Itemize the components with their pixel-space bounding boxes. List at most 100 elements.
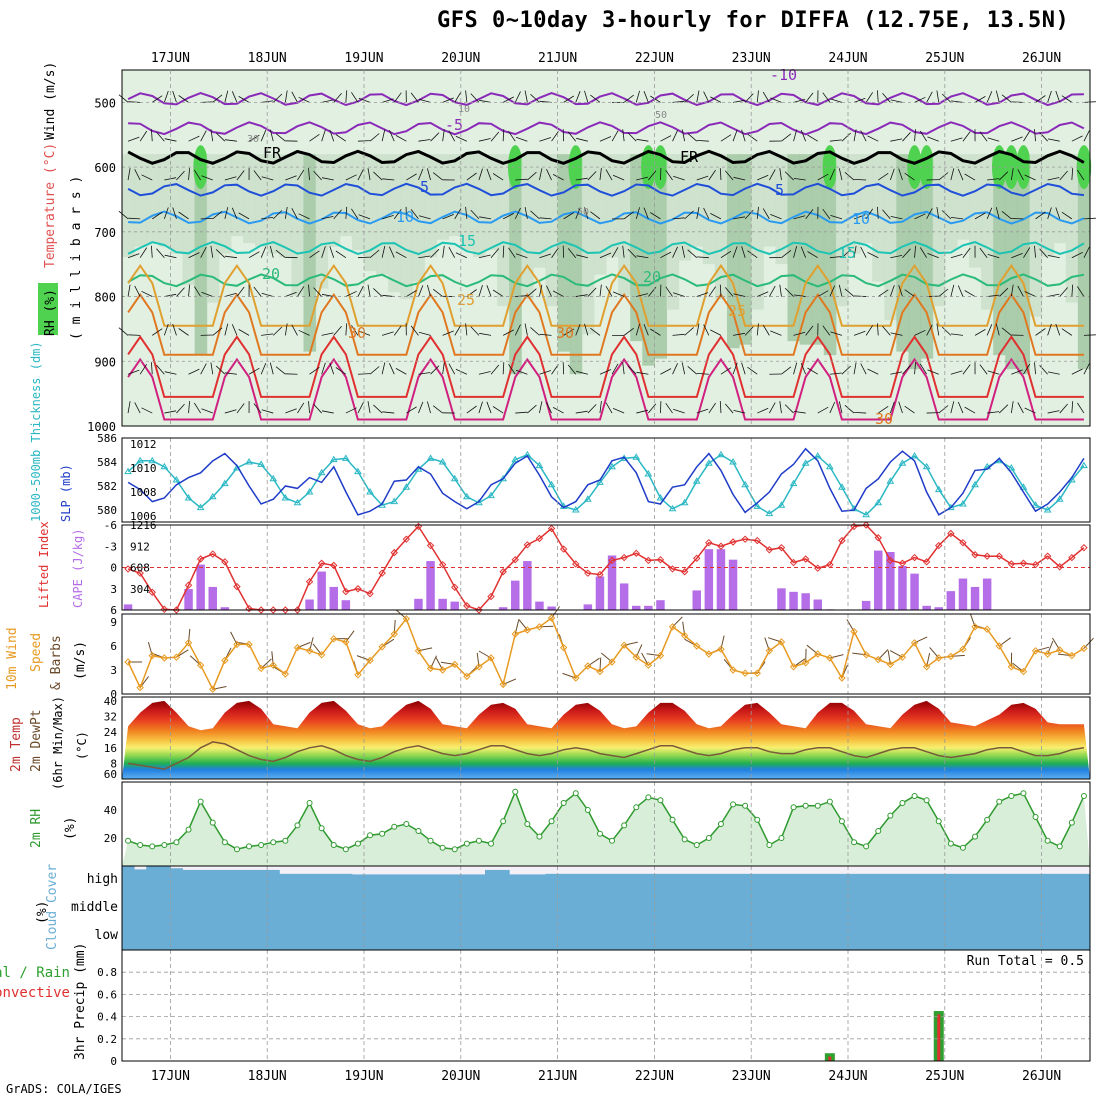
cape-bar xyxy=(583,604,593,610)
wind-barb xyxy=(381,362,386,375)
cloud-bar xyxy=(1077,922,1091,950)
wind-speed-point xyxy=(487,654,495,662)
wind-label-a: 10m Wind xyxy=(5,627,20,690)
rh-point xyxy=(1080,793,1087,799)
wind-speed-point xyxy=(426,664,435,673)
thickness-point xyxy=(668,504,677,512)
rh-shade-column xyxy=(243,154,256,244)
cape-bar xyxy=(813,599,822,610)
lifted-index-point xyxy=(378,569,386,577)
cloud-level-label: high xyxy=(87,872,118,887)
rh-point xyxy=(137,842,144,848)
thickness-point xyxy=(632,453,641,460)
cloud-bar xyxy=(315,922,329,950)
wind-barb xyxy=(231,324,238,336)
temperature-isotherm xyxy=(127,357,1084,421)
wind-barb xyxy=(575,410,588,414)
contour-label: -10 xyxy=(770,66,797,84)
cloud-bar xyxy=(993,873,1006,894)
wind-barb xyxy=(134,402,141,414)
wind-barb xyxy=(599,284,602,297)
cloud-bar xyxy=(194,869,208,894)
wind-barb xyxy=(793,362,798,375)
wind-barb xyxy=(636,176,648,181)
thickness-point xyxy=(148,456,157,464)
wind-barb xyxy=(406,406,417,414)
wind-barb xyxy=(546,169,552,181)
cloud-bar xyxy=(787,894,801,922)
cloud-bar xyxy=(775,894,788,922)
lifted-index-point xyxy=(620,553,628,562)
wind-barb xyxy=(784,404,794,414)
wind-barb xyxy=(1035,95,1046,103)
wind-barb xyxy=(684,94,694,103)
thickness-point xyxy=(1007,464,1016,471)
cloud-bar xyxy=(436,922,450,950)
rh-shade-column xyxy=(811,154,825,345)
wind-barb xyxy=(590,211,601,220)
wind-barb xyxy=(492,289,504,297)
wind-barb xyxy=(650,95,661,103)
rh-point xyxy=(403,821,410,827)
wind-barb xyxy=(807,367,818,375)
wind-barb xyxy=(248,251,260,259)
wind-speed-point xyxy=(644,661,653,669)
cloud-bar xyxy=(364,894,377,922)
lifted-index-point xyxy=(475,606,483,614)
thickness-point xyxy=(136,456,145,464)
thickness-point xyxy=(269,474,278,482)
lifted-index-point xyxy=(233,582,241,591)
cloud-bar xyxy=(158,866,171,894)
wind-barb xyxy=(627,365,637,375)
wind-speed-point xyxy=(1019,667,1028,676)
lifted-index-point xyxy=(402,535,411,543)
wind-barb xyxy=(853,245,857,258)
wind-barb xyxy=(1047,138,1060,142)
cloud-bar xyxy=(1053,873,1067,894)
rh-point xyxy=(633,804,640,811)
wind-barb xyxy=(539,401,543,414)
wind-barb xyxy=(291,208,298,220)
wind-barb xyxy=(212,327,223,336)
wind-barb xyxy=(224,90,229,103)
rh-shade-column xyxy=(896,154,909,352)
wind-barb xyxy=(611,363,619,375)
cloud-bar xyxy=(956,873,970,894)
wind-barb xyxy=(732,246,738,258)
wind-barb xyxy=(272,93,283,103)
thickness-line xyxy=(127,453,1085,516)
temperature-contours xyxy=(127,92,1085,421)
wind-barb xyxy=(1017,402,1024,414)
rh-point xyxy=(367,832,374,839)
wind-barb xyxy=(357,285,364,297)
rh-point xyxy=(584,807,591,813)
cloud-bar xyxy=(545,873,559,894)
lifted-index-point xyxy=(1080,543,1088,552)
wind-barb xyxy=(128,217,141,220)
wind-barb xyxy=(313,403,322,414)
cloud-bar xyxy=(122,866,135,894)
wind-barb xyxy=(418,285,424,297)
wind-barb xyxy=(576,137,588,142)
wind-barb xyxy=(470,326,480,336)
wind-barb xyxy=(817,173,829,181)
wind-barb xyxy=(732,129,738,142)
cape-bar xyxy=(305,599,314,610)
cloud-bar xyxy=(1065,894,1079,922)
wind-barb xyxy=(636,138,649,142)
wind-barb xyxy=(867,135,879,142)
cloud-bar xyxy=(739,873,752,894)
cloud-bar xyxy=(279,873,292,894)
cape-bar xyxy=(511,580,520,610)
cloud-bar xyxy=(230,894,244,922)
rh-point xyxy=(814,802,821,809)
wind-barb xyxy=(128,334,141,336)
cloud-bar xyxy=(654,873,667,894)
tick-label: 586 xyxy=(97,432,117,445)
wind-speed-point xyxy=(632,653,640,661)
wind-barb xyxy=(269,129,274,142)
wind-barb xyxy=(1055,323,1061,336)
wind-barb xyxy=(502,129,505,142)
wind-barb xyxy=(1047,255,1060,259)
